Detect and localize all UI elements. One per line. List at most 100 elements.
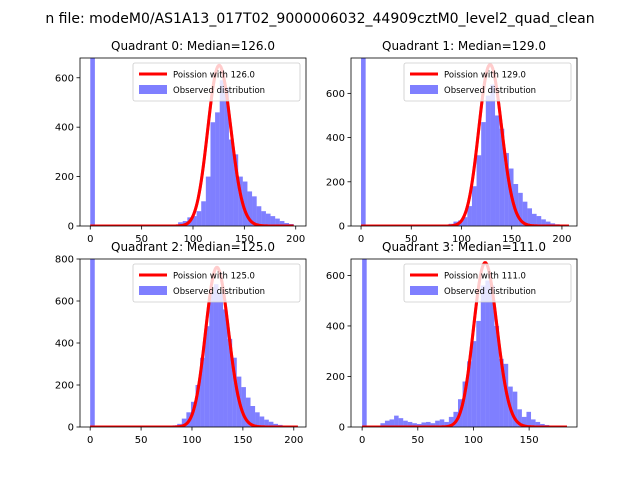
histogram-bar <box>471 341 477 427</box>
y-tick-label: 200 <box>55 172 74 183</box>
histogram-bar <box>494 325 500 427</box>
x-tick-label: 0 <box>87 234 93 245</box>
histogram-bar <box>521 416 527 427</box>
x-tick-label: 200 <box>286 234 305 245</box>
histogram-bar <box>448 416 454 427</box>
histogram-bar <box>259 416 265 427</box>
quadrant-3-chart: 0 50 100 150 0 200 400 600 Quadrant 3: Median=11… <box>326 240 578 446</box>
histogram-bar <box>536 216 542 226</box>
histogram-bar <box>178 222 183 226</box>
histogram-bar <box>361 58 366 226</box>
histogram-bar <box>403 420 408 427</box>
histogram-bar <box>252 196 257 226</box>
legend: Poission with 111.0 Observed distribution <box>403 263 572 303</box>
histogram-bar <box>439 419 445 427</box>
histogram-bar <box>228 139 234 226</box>
y-tick-label: 800 <box>55 255 74 266</box>
histogram-bar <box>204 326 210 427</box>
histogram-bar <box>535 421 541 427</box>
histogram-bar <box>485 280 490 427</box>
x-tick-label: 200 <box>284 435 303 446</box>
histogram-bar <box>205 176 211 226</box>
quadrant-title: Quadrant 3: Median=111.0 <box>382 240 546 254</box>
histogram-bar <box>218 292 224 427</box>
histogram-bar <box>512 391 518 427</box>
histogram-bar <box>224 87 229 226</box>
x-tick-label: 50 <box>405 234 418 245</box>
histogram-bar <box>213 284 219 427</box>
histogram-bar <box>513 184 519 226</box>
quadrant-title: Quadrant 1: Median=129.0 <box>382 39 546 53</box>
legend: Poission with 125.0 Observed distribution <box>132 263 301 303</box>
legend-label-poisson: Poission with 129.0 <box>444 71 526 81</box>
histogram-bar <box>412 423 417 427</box>
histogram-bar <box>268 421 274 427</box>
quadrant-2-chart: 0 50 100 150 200 0 200 400 600 800 Quadrant 2: Med… <box>55 240 307 446</box>
histogram-bar <box>416 423 422 427</box>
x-tick-label: 50 <box>411 435 424 446</box>
x-tick-label: 0 <box>358 234 364 245</box>
histogram-bar <box>518 192 523 226</box>
legend: Poission with 126.0 Observed distribution <box>132 62 301 102</box>
histogram-bar <box>200 357 205 427</box>
histogram-bar <box>90 259 95 427</box>
histogram-bar <box>481 122 486 226</box>
y-tick-label: 600 <box>326 89 345 100</box>
figure-suptitle: n file: modeM0/AS1A13_017T02_9000006032_… <box>45 11 594 27</box>
x-tick-label: 50 <box>135 435 148 446</box>
x-tick-label: 200 <box>552 234 571 245</box>
histogram-bar <box>270 216 276 226</box>
y-tick-label: 400 <box>326 133 345 144</box>
histogram-bar <box>265 213 271 226</box>
histogram-bar <box>495 115 500 226</box>
histogram-bar <box>462 217 468 226</box>
histogram-bar <box>181 418 187 427</box>
histogram-bar <box>480 285 486 427</box>
histogram-bar <box>245 397 251 427</box>
histogram-bar <box>430 423 436 427</box>
poisson-curve <box>89 63 295 226</box>
y-tick-label: 600 <box>326 271 345 282</box>
y-tick-label: 200 <box>326 177 345 188</box>
histogram-bar <box>394 415 399 427</box>
x-tick-label: 150 <box>502 234 521 245</box>
y-tick-label: 400 <box>55 123 74 134</box>
histogram-bar <box>241 387 246 427</box>
histogram-bar <box>462 381 468 427</box>
legend-label-poisson: Poission with 125.0 <box>173 272 255 282</box>
quadrant-1-chart: 0 50 100 150 200 0 200 400 600 Quadrant 1: Median… <box>326 39 578 245</box>
y-tick-label: 0 <box>68 222 74 233</box>
histogram-bar <box>476 320 481 427</box>
histogram-bar <box>504 153 509 226</box>
x-tick-label: 100 <box>464 435 483 446</box>
legend-label-observed: Observed distribution <box>173 287 265 297</box>
histogram-bar <box>242 181 248 226</box>
histogram-bar <box>522 201 528 226</box>
legend-label-poisson: Poission with 111.0 <box>444 272 526 282</box>
legend-box <box>132 263 301 303</box>
histogram-bar <box>210 122 216 226</box>
y-tick-label: 400 <box>55 339 74 350</box>
histogram-bar <box>256 206 262 226</box>
histogram-bar <box>540 423 545 427</box>
histogram-bar <box>435 420 440 427</box>
histogram-bar <box>380 423 385 427</box>
x-tick-label: 50 <box>135 234 148 245</box>
legend-box <box>403 62 572 102</box>
histogram-bar <box>526 411 532 427</box>
legend-box <box>403 263 572 303</box>
histogram-bar <box>250 406 256 427</box>
histogram-bar <box>426 421 431 427</box>
histogram-bar <box>499 128 505 226</box>
x-tick-label: 100 <box>183 234 202 245</box>
histogram-bar <box>255 412 260 427</box>
histogram-bar <box>476 155 482 226</box>
histogram-bar <box>490 84 496 226</box>
histogram-bar <box>279 221 285 226</box>
histogram-bar <box>541 219 546 226</box>
legend-box <box>132 62 301 102</box>
histogram-bar <box>223 309 228 427</box>
legend-bar-swatch <box>410 85 438 94</box>
y-tick-label: 400 <box>326 321 345 332</box>
